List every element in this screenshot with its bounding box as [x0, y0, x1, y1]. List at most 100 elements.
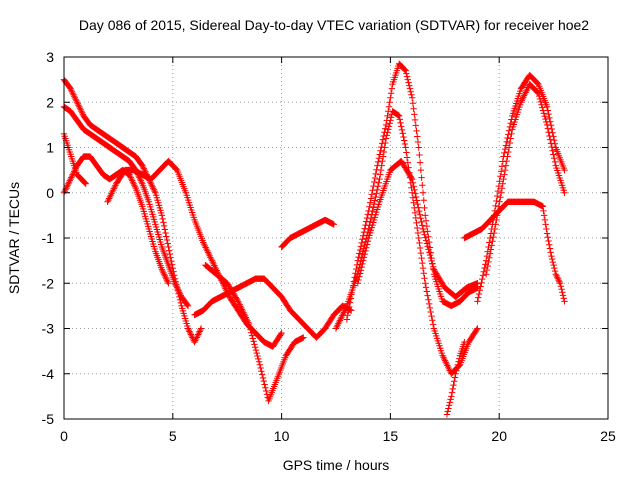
data-point — [192, 337, 199, 344]
data-point — [68, 88, 76, 95]
data-point — [503, 157, 510, 165]
data-point — [381, 129, 388, 136]
data-point — [415, 204, 422, 211]
series-satellite-track-10 — [343, 60, 481, 323]
data-point — [429, 317, 436, 324]
data-point — [262, 387, 270, 395]
data-point — [340, 309, 347, 316]
data-point — [386, 120, 393, 127]
data-point — [403, 73, 411, 80]
data-point — [551, 267, 559, 275]
data-point — [139, 163, 147, 171]
data-point — [451, 374, 459, 381]
data-point — [334, 322, 341, 329]
data-point — [474, 298, 481, 305]
data-point — [555, 277, 562, 284]
data-point — [237, 304, 245, 312]
data-point — [539, 104, 546, 111]
data-point — [418, 218, 425, 226]
data-point — [476, 287, 484, 294]
data-point — [362, 247, 369, 255]
data-point — [421, 231, 428, 238]
data-point — [376, 175, 383, 183]
data-point — [552, 271, 559, 278]
data-point — [349, 286, 356, 294]
data-point — [300, 334, 307, 341]
data-point — [422, 237, 430, 244]
data-point — [546, 245, 554, 252]
data-point — [429, 260, 436, 268]
data-point — [548, 143, 556, 151]
data-point — [370, 182, 377, 190]
data-point — [151, 188, 158, 195]
data-point — [540, 207, 547, 215]
data-point — [174, 286, 182, 293]
data-point — [561, 189, 568, 196]
data-point — [173, 284, 181, 291]
data-point — [139, 162, 146, 169]
data-point — [360, 232, 367, 239]
data-point — [343, 316, 351, 323]
data-point — [415, 144, 422, 151]
data-point — [418, 254, 425, 262]
data-point — [538, 101, 545, 108]
data-point — [158, 212, 166, 219]
data-point — [548, 252, 555, 260]
data-point — [398, 123, 405, 130]
data-point — [477, 283, 484, 290]
data-point — [244, 319, 252, 326]
data-point — [167, 254, 174, 261]
data-point — [370, 178, 378, 186]
data-point — [428, 257, 435, 265]
data-point — [197, 326, 204, 334]
series-satellite-track-2 — [60, 103, 192, 310]
data-point — [76, 103, 83, 110]
data-point — [422, 217, 430, 224]
series-satellite-track-8 — [278, 216, 338, 251]
data-point — [239, 307, 246, 315]
data-point — [419, 189, 427, 196]
data-point — [416, 159, 424, 166]
y-tick-label: -1 — [42, 230, 55, 246]
data-point — [238, 306, 246, 313]
data-point — [259, 371, 266, 378]
data-point — [536, 95, 544, 103]
data-point — [549, 258, 557, 266]
data-point — [493, 197, 500, 205]
data-point — [425, 246, 432, 253]
data-point — [364, 211, 372, 218]
data-point — [409, 100, 417, 107]
x-tick-labels: 0 5 10 15 20 25 — [60, 428, 616, 444]
data-point — [61, 188, 68, 195]
data-point — [421, 275, 428, 282]
data-point — [252, 346, 260, 354]
data-point — [423, 222, 430, 230]
data-point — [150, 185, 157, 192]
data-point — [371, 174, 379, 182]
data-point — [427, 308, 434, 316]
data-point — [505, 148, 512, 156]
data-point — [406, 85, 414, 92]
data-point — [131, 182, 138, 189]
data-point — [545, 129, 552, 136]
data-point — [422, 212, 429, 219]
data-point — [163, 233, 170, 240]
data-point — [165, 247, 173, 254]
grid — [64, 57, 608, 419]
data-point — [236, 301, 243, 308]
data-point — [68, 174, 75, 181]
data-point — [425, 296, 432, 303]
data-point — [419, 225, 427, 233]
data-point — [346, 303, 353, 311]
data-point — [535, 92, 543, 100]
data-point — [197, 325, 205, 332]
data-point — [148, 182, 155, 189]
data-point — [546, 132, 553, 140]
data-point — [498, 185, 506, 192]
data-point — [461, 338, 468, 346]
series-satellite-track-9 — [332, 108, 481, 377]
data-point — [399, 130, 406, 137]
data-point — [499, 180, 506, 187]
data-point — [403, 154, 411, 161]
x-tick-label: 0 — [60, 428, 68, 444]
